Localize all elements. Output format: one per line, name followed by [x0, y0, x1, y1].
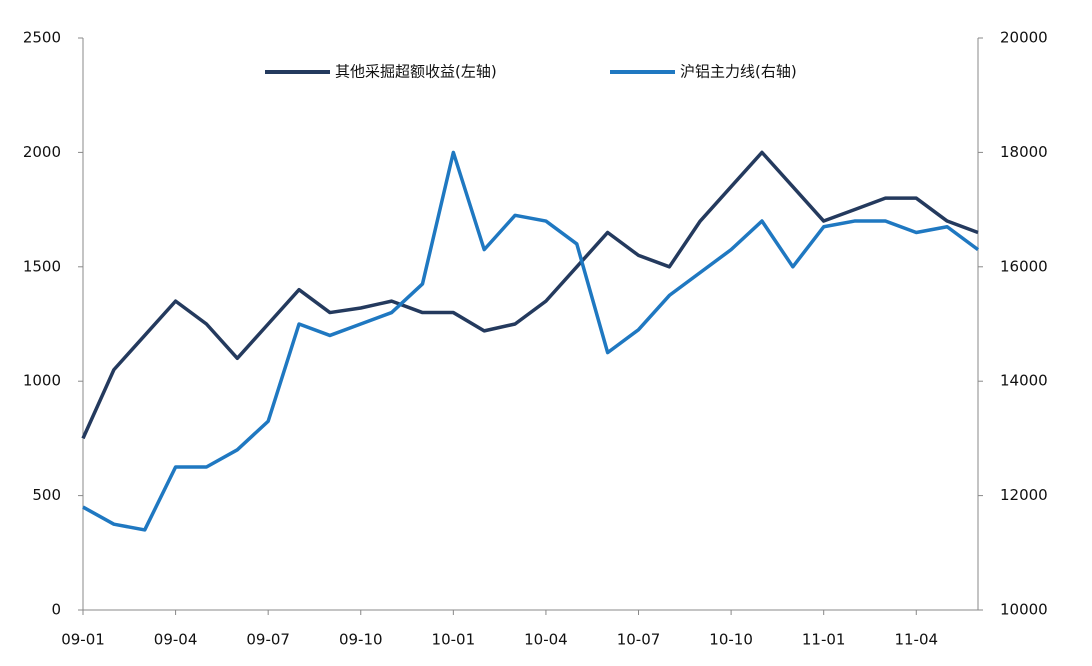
y2-tick-label: 18000: [1000, 143, 1048, 161]
series-line: [82, 150, 980, 532]
y-tick-label: 500: [32, 486, 61, 504]
y-tick-label: 2000: [23, 143, 61, 161]
series-line: [81, 150, 979, 440]
x-tick-label: 09-01: [61, 631, 105, 649]
x-tick-label: 11-01: [802, 631, 846, 649]
x-tick-label: 10-07: [617, 631, 661, 649]
legend-label: 其他采掘超额收益(左轴): [335, 63, 497, 81]
legend-label: 沪铝主力线(右轴): [680, 63, 797, 81]
y2-tick-label: 16000: [1000, 257, 1048, 275]
x-tick-label: 11-04: [894, 631, 938, 649]
x-tick-label: 10-01: [432, 631, 476, 649]
x-tick-label: 09-04: [154, 631, 198, 649]
x-tick-label: 09-10: [339, 631, 383, 649]
y-tick-label: 1000: [23, 372, 61, 390]
x-tick-label: 09-07: [246, 631, 290, 649]
y2-tick-label: 14000: [1000, 372, 1048, 390]
y-tick-label: 2500: [23, 29, 61, 47]
x-tick-label: 10-10: [709, 631, 753, 649]
y2-tick-label: 10000: [1000, 601, 1048, 619]
y2-tick-label: 20000: [1000, 29, 1048, 47]
legend: 其他采掘超额收益(左轴) 沪铝主力线(右轴): [265, 63, 797, 81]
y2-tick-label: 12000: [1000, 486, 1048, 504]
y-tick-label: 1500: [23, 257, 61, 275]
y-tick-label: 0: [51, 601, 61, 619]
x-tick-label: 10-04: [524, 631, 568, 649]
